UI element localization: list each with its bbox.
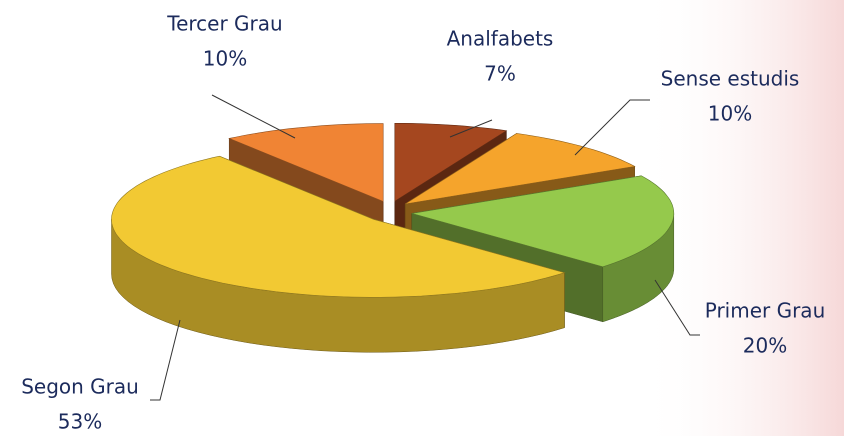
slice-value-label: 53% <box>58 410 102 434</box>
slice-value-label: 7% <box>484 62 516 86</box>
leader-line <box>574 99 650 156</box>
slice-top <box>404 133 636 205</box>
slice-top <box>411 175 675 268</box>
slice-value-label: 10% <box>708 102 752 126</box>
labels: Analfabets 7% Sense estudis 10% Primer Grau 2… <box>21 12 825 434</box>
slice-label: Sense estudis <box>661 67 800 91</box>
leader-line <box>654 279 700 336</box>
slice-top <box>111 155 566 298</box>
pie <box>111 123 675 353</box>
leader-line <box>150 319 181 401</box>
slice-top <box>228 123 384 202</box>
slice-label: Analfabets <box>447 27 554 51</box>
slice-label: Primer Grau <box>705 299 826 323</box>
slice-label: Tercer Grau <box>166 12 282 36</box>
leader-line <box>449 119 493 138</box>
leader-line <box>211 94 296 139</box>
slice-value-label: 20% <box>743 334 787 358</box>
slice <box>111 155 566 353</box>
slice-top <box>394 123 508 202</box>
slice-value-label: 10% <box>203 47 247 71</box>
slice-label: Segon Grau <box>21 375 139 399</box>
